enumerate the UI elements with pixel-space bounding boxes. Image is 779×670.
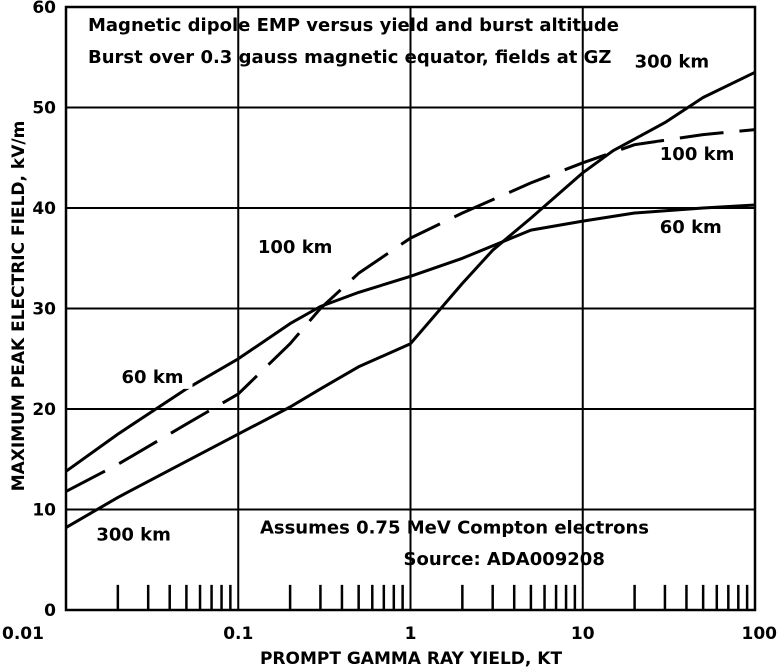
- x-tick-labels: 0.01 0.1 1 10 100: [2, 624, 777, 644]
- curve-label: 300 km: [635, 51, 710, 72]
- chart-title: Magnetic dipole EMP versus yield and bur…: [88, 15, 619, 36]
- x-tick-label: 10: [571, 624, 595, 644]
- y-tick-label: 0: [44, 601, 56, 621]
- series-line-300-km-solid: [65, 70, 756, 529]
- minor-tick-rug: [116, 584, 749, 610]
- series-line-60-km-solid: [65, 203, 756, 473]
- y-tick-label: 60: [32, 0, 56, 18]
- curve-label-background: [631, 50, 706, 74]
- curve-label-background: [656, 142, 731, 166]
- curve-label-background: [254, 236, 329, 260]
- x-tick-label: 0.1: [223, 624, 253, 644]
- curve-labels: 300 km 100 km 60 km 100 km 60 km 300 km: [93, 50, 735, 547]
- curve-label: 100 km: [258, 237, 333, 258]
- annotation-text: Assumes 0.75 MeV Compton electrons: [260, 518, 649, 539]
- chart-subtitle: Burst over 0.3 gauss magnetic equator, f…: [88, 47, 611, 68]
- y-tick-label: 20: [32, 400, 56, 420]
- y-tick-label: 50: [32, 99, 56, 119]
- x-tick-label: 100: [742, 624, 778, 644]
- curve-label-background: [656, 216, 731, 240]
- series-group: [65, 70, 756, 529]
- x-tick-label: 0.01: [2, 624, 44, 644]
- curve-label-background: [93, 523, 168, 547]
- curve-label: 300 km: [96, 525, 171, 546]
- y-tick-label: 30: [32, 300, 56, 320]
- curve-label: 100 km: [660, 144, 735, 165]
- annotations: Assumes 0.75 MeV Compton electrons Source…: [260, 518, 649, 570]
- y-tick-label: 10: [32, 501, 56, 521]
- y-tick-labels: 0 10 20 30 40 50 60: [32, 0, 56, 621]
- x-tick-label: 1: [405, 624, 417, 644]
- curve-label-background: [118, 365, 193, 389]
- plot-frame: [64, 5, 757, 612]
- x-axis-label: PROMPT GAMMA RAY YIELD, KT: [260, 649, 563, 669]
- curve-label: 60 km: [660, 217, 722, 238]
- series-line-100-km-dashed: [65, 128, 756, 493]
- curve-label: 60 km: [122, 367, 184, 388]
- y-axis-label: MAXIMUM PEAK ELECTRIC FIELD, kV/m: [9, 121, 29, 492]
- annotation-text: Source: ADA009208: [404, 549, 605, 570]
- y-tick-label: 40: [32, 199, 56, 219]
